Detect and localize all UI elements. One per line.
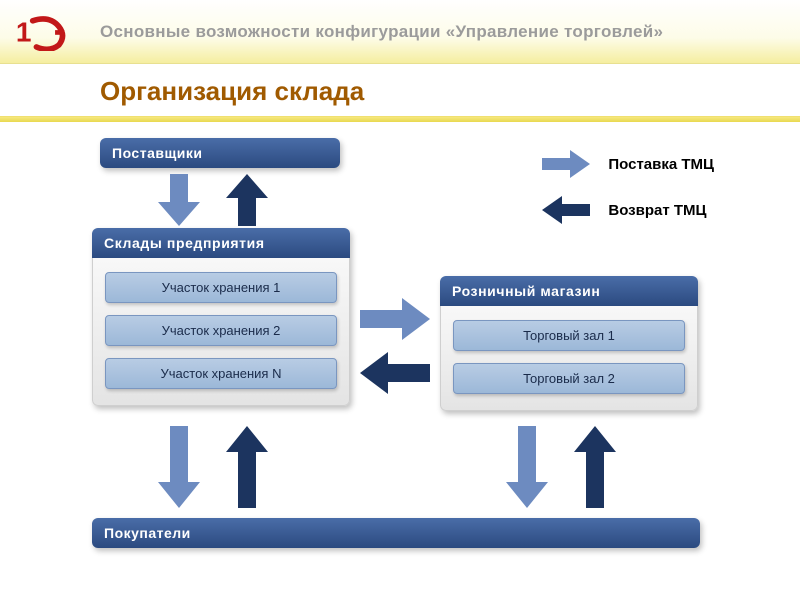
node-warehouses-header: Склады предприятия [92,228,350,258]
header-title: Основные возможности конфигурации «Управ… [100,22,663,42]
node-retail-header: Розничный магазин [440,276,698,306]
arrow-return-up-2 [226,426,268,513]
node-buyers-label: Покупатели [92,518,700,548]
legend-return-icon [542,196,590,224]
logo-1c: 1 [12,11,72,53]
page-title: Организация склада [100,76,364,107]
legend-return: Возврат ТМЦ [542,196,714,224]
node-warehouses: Склады предприятия Участок хранения 1 Уч… [92,228,350,406]
node-buyers: Покупатели [92,518,700,548]
warehouse-item: Участок хранения 2 [105,315,337,346]
retail-item: Торговый зал 2 [453,363,685,394]
diagram-canvas: Поставщики Склады предприятия Участок хр… [0,130,800,600]
legend-return-label: Возврат ТМЦ [608,202,706,219]
arrow-supply-down-3 [506,426,548,513]
arrow-return-up [226,174,268,231]
legend-supply-icon [542,150,590,178]
retail-item: Торговый зал 1 [453,320,685,351]
arrow-supply-right [360,298,430,345]
node-suppliers: Поставщики [100,138,340,168]
node-suppliers-label: Поставщики [100,138,340,168]
arrow-supply-down [158,174,200,231]
subheader-underline [0,116,800,122]
arrow-return-up-3 [574,426,616,513]
svg-text:1: 1 [16,16,32,47]
arrow-supply-down-2 [158,426,200,513]
node-retail-body: Торговый зал 1 Торговый зал 2 [440,306,698,411]
subheader: Организация склада [0,64,800,113]
warehouse-item: Участок хранения N [105,358,337,389]
node-retail: Розничный магазин Торговый зал 1 Торговы… [440,276,698,411]
legend-supply-label: Поставка ТМЦ [608,156,714,173]
arrow-return-left [360,352,430,399]
legend: Поставка ТМЦ Возврат ТМЦ [542,150,714,242]
warehouse-item: Участок хранения 1 [105,272,337,303]
legend-supply: Поставка ТМЦ [542,150,714,178]
header-bar: 1 Основные возможности конфигурации «Упр… [0,0,800,64]
node-warehouses-body: Участок хранения 1 Участок хранения 2 Уч… [92,258,350,406]
